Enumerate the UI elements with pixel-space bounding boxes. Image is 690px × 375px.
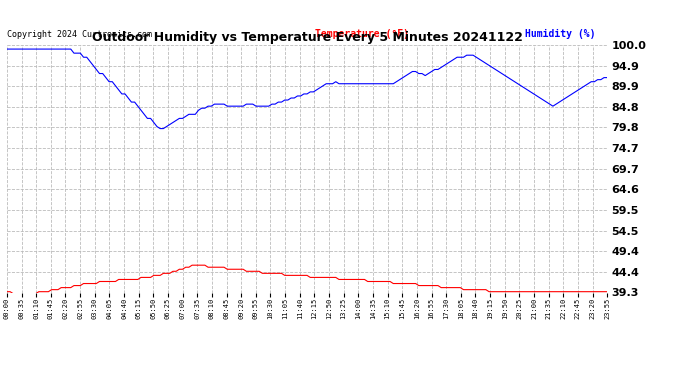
Title: Outdoor Humidity vs Temperature Every 5 Minutes 20241122: Outdoor Humidity vs Temperature Every 5 … (92, 31, 522, 44)
Text: Copyright 2024 Curtronics.com: Copyright 2024 Curtronics.com (7, 30, 152, 39)
Text: Humidity (%): Humidity (%) (524, 29, 595, 39)
Text: Temperature (°F): Temperature (°F) (315, 29, 409, 39)
